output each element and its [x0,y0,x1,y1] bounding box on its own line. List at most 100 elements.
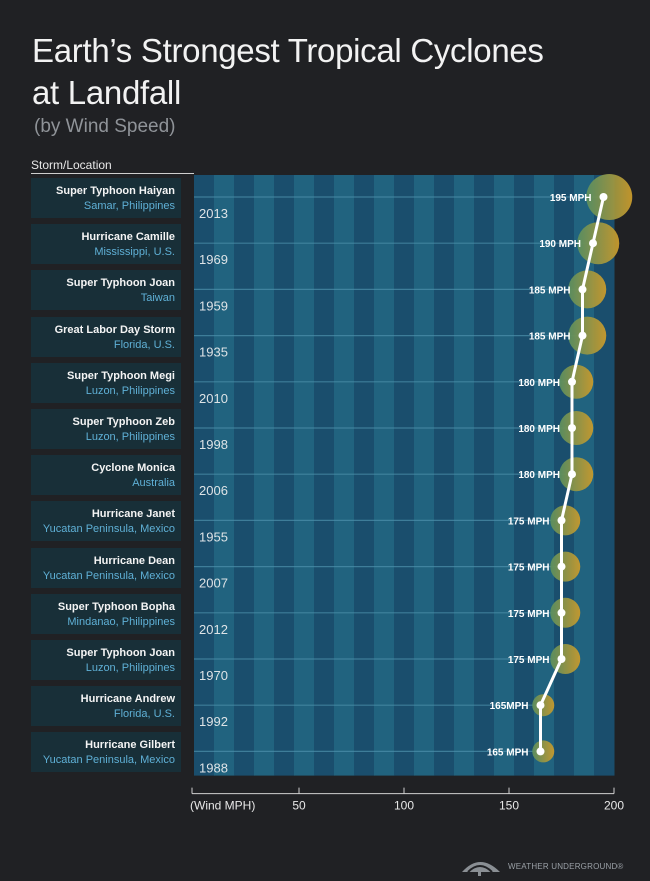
storm-location: Taiwan [140,292,175,305]
year-label: 2013 [199,206,228,221]
storm-location: Mindanao, Philippines [67,615,175,628]
data-point [568,377,576,386]
storm-name: Super Typhoon Zeb [72,416,175,428]
storm-label: Super Typhoon Megi Luzon, Philippines [31,362,181,403]
storm-label: Hurricane Gilbert Yucatan Peninsula, Mexi… [31,732,181,773]
storm-name: Hurricane Gilbert [85,739,175,752]
storm-label: Great Labor Day Storm Florida, U.S. [31,316,181,357]
background-band [474,175,495,776]
year-label: 1969 [199,252,228,267]
wind-bubble [568,270,607,309]
wind-bubble [559,411,594,445]
storm-location: Luzon, Philippines [85,662,175,674]
data-point [599,193,608,201]
background-band [294,175,315,776]
storm-location: Luzon, Philippines [85,431,175,443]
value-label: 195 MPH [550,193,592,204]
year-label: 2010 [199,391,228,406]
value-label: 165MPH [490,701,529,712]
year-label: 2006 [199,483,228,498]
data-point [578,285,587,294]
background-band [334,175,355,776]
x-tick-label: 50 [292,799,306,813]
year-label: 1988 [199,760,228,775]
storm-name: Super Typhoon Megi [67,369,175,382]
background-band [254,175,275,776]
background-band [394,175,415,776]
data-point [557,655,566,663]
storm-label: Hurricane Janet Yucatan Peninsula, Mexico [31,501,181,542]
background-band [414,175,435,776]
value-label: 185 MPH [529,285,571,296]
background-band [194,175,215,776]
value-label: 165 MPH [487,747,529,758]
storm-name: Hurricane Dean [93,554,175,567]
background-band [494,175,515,776]
brand-text: WEATHER UNDERGROUND® [508,862,624,871]
wind-bubble [577,222,620,265]
year-label: 1992 [199,714,228,729]
data-point [536,701,545,710]
x-tick-label: 200 [604,799,624,813]
storm-label: Hurricane Camille Mississippi, U.S. [31,224,181,265]
background-band [454,175,475,776]
background-band [214,175,235,776]
data-point [557,608,566,617]
storm-label: Super Typhoon Joan Luzon, Philippines [31,640,181,680]
storm-name: Super Typhoon Joan [66,277,175,290]
data-point [578,331,587,340]
chart-title: Earth’s Strongest Tropical Cyclones at L… [32,32,544,111]
storm-label: Cyclone Monica Australia [31,455,181,496]
storm-location: Samar, Philippines [83,200,175,212]
x-tick-label: 100 [394,799,414,813]
year-label: 2007 [199,576,228,591]
x-axis-label: (Wind MPH) [190,799,255,813]
wind-bubble [568,316,607,355]
storm-label: Super Typhoon Haiyan Samar, Philippines [31,178,181,218]
wind-bubble [559,364,594,399]
data-point [536,747,545,756]
storm-location: Florida, U.S. [113,708,175,721]
year-label: 1935 [199,345,228,360]
value-label: 185 MPH [529,332,571,343]
background-band [374,175,395,776]
data-point [568,424,576,432]
data-point [589,239,597,248]
background-band [534,175,555,776]
value-label: 180 MPH [518,378,560,389]
weather-underground-logo: WEATHER UNDERGROUND® [458,850,628,876]
storm-name: Hurricane Janet [91,508,175,521]
year-label: 1959 [199,298,228,313]
storm-name: Great Labor Day Storm [54,323,175,336]
column-header-rule [31,173,194,174]
column-header: Storm/Location [31,158,112,172]
year-label: 1970 [199,668,228,683]
data-point [568,470,576,479]
wind-bubble [586,174,633,220]
storm-location: Florida, U.S. [113,338,175,351]
storm-name: Cyclone Monica [91,462,175,475]
background-band [434,175,455,776]
storm-name: Super Typhoon Haiyan [56,185,175,197]
year-label: 1998 [199,437,228,452]
year-label: 2012 [199,622,228,637]
storm-name: Hurricane Camille [81,231,175,244]
value-label: 175 MPH [508,655,550,666]
storm-location: Australia [132,477,175,490]
wind-bubble [559,457,594,492]
background-band [314,175,335,776]
value-label: 180 MPH [518,424,560,435]
chart-subtitle: (by Wind Speed) [34,116,176,137]
data-point [557,516,566,525]
storm-label: Super Typhoon Bopha Mindanao, Philippines [31,593,181,634]
value-label: 175 MPH [508,563,550,574]
storm-location: Yucatan Peninsula, Mexico [42,569,175,582]
value-label: 175 MPH [508,516,550,527]
value-label: 180 MPH [518,470,560,481]
storm-label: Hurricane Andrew Florida, U.S. [31,686,181,727]
background-band [234,175,255,776]
value-label: 175 MPH [508,609,550,620]
umbrella-icon [462,862,500,876]
background-band [354,175,375,776]
